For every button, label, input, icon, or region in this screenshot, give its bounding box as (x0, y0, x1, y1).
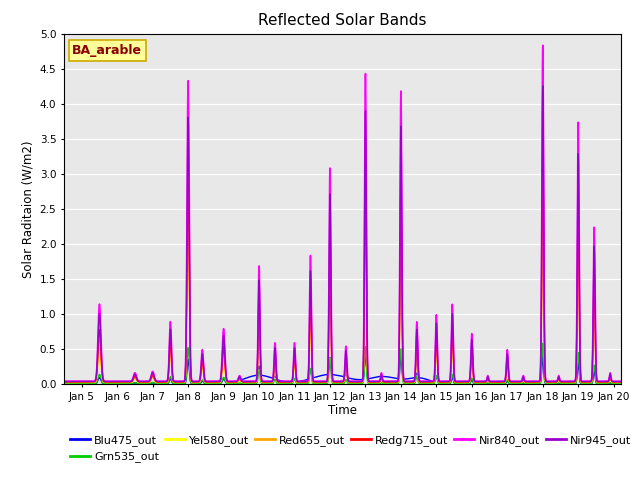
Red655_out (124, 379, 131, 385)
Y-axis label: Solar Raditaion (W/m2): Solar Raditaion (W/m2) (21, 140, 34, 277)
Grn535_out (157, 381, 164, 386)
Yel580_out (617, 380, 625, 385)
Nir945_out (274, 378, 282, 384)
Nir945_out (617, 379, 625, 384)
Red655_out (157, 379, 164, 385)
Redg715_out (274, 379, 282, 384)
Line: Blu475_out: Blu475_out (64, 355, 621, 384)
X-axis label: Time: Time (328, 405, 357, 418)
Grn535_out (298, 381, 305, 386)
Nir840_out (124, 378, 131, 384)
Redg715_out (124, 379, 131, 385)
Nir945_out (539, 83, 547, 89)
Nir840_out (298, 378, 305, 384)
Nir945_out (546, 379, 554, 384)
Grn535_out (124, 381, 131, 386)
Red655_out (539, 194, 547, 200)
Nir945_out (124, 379, 131, 384)
Grn535_out (546, 381, 554, 386)
Nir840_out (546, 378, 554, 384)
Redg715_out (617, 379, 625, 385)
Nir840_out (606, 370, 614, 376)
Line: Yel580_out: Yel580_out (64, 231, 621, 383)
Blu475_out (274, 377, 282, 383)
Title: Reflected Solar Bands: Reflected Solar Bands (258, 13, 427, 28)
Legend: Blu475_out, Grn535_out, Yel580_out, Red655_out, Redg715_out, Nir840_out, Nir945_: Blu475_out, Grn535_out, Yel580_out, Red6… (70, 435, 631, 462)
Grn535_out (539, 340, 547, 346)
Nir945_out (60, 379, 68, 384)
Redg715_out (539, 151, 547, 156)
Blu475_out (362, 352, 369, 358)
Redg715_out (157, 379, 164, 385)
Grn535_out (60, 381, 68, 386)
Yel580_out (274, 379, 282, 385)
Nir840_out (157, 378, 164, 384)
Nir945_out (298, 379, 305, 384)
Line: Redg715_out: Redg715_out (64, 154, 621, 382)
Redg715_out (546, 379, 554, 385)
Nir840_out (60, 378, 68, 384)
Yel580_out (60, 380, 68, 385)
Line: Nir945_out: Nir945_out (64, 86, 621, 382)
Blu475_out (298, 378, 305, 384)
Grn535_out (617, 381, 625, 386)
Line: Nir840_out: Nir840_out (64, 45, 621, 381)
Yel580_out (606, 376, 614, 382)
Text: BA_arable: BA_arable (72, 44, 142, 57)
Blu475_out (546, 381, 554, 386)
Yel580_out (539, 228, 547, 234)
Nir840_out (617, 378, 625, 384)
Blu475_out (60, 381, 68, 386)
Yel580_out (546, 380, 554, 385)
Yel580_out (298, 380, 305, 385)
Nir840_out (539, 42, 547, 48)
Blu475_out (606, 380, 614, 386)
Redg715_out (60, 379, 68, 385)
Yel580_out (157, 380, 164, 385)
Red655_out (298, 379, 305, 385)
Nir945_out (157, 379, 164, 384)
Red655_out (606, 375, 614, 381)
Redg715_out (606, 373, 614, 379)
Line: Red655_out: Red655_out (64, 197, 621, 382)
Red655_out (60, 379, 68, 385)
Line: Grn535_out: Grn535_out (64, 343, 621, 384)
Red655_out (546, 379, 554, 385)
Red655_out (274, 379, 282, 385)
Red655_out (617, 379, 625, 385)
Blu475_out (124, 381, 131, 386)
Nir945_out (606, 372, 614, 377)
Grn535_out (606, 380, 614, 385)
Redg715_out (298, 379, 305, 385)
Blu475_out (617, 381, 625, 386)
Yel580_out (124, 380, 131, 385)
Blu475_out (157, 381, 164, 386)
Nir840_out (274, 378, 282, 384)
Grn535_out (274, 381, 282, 386)
